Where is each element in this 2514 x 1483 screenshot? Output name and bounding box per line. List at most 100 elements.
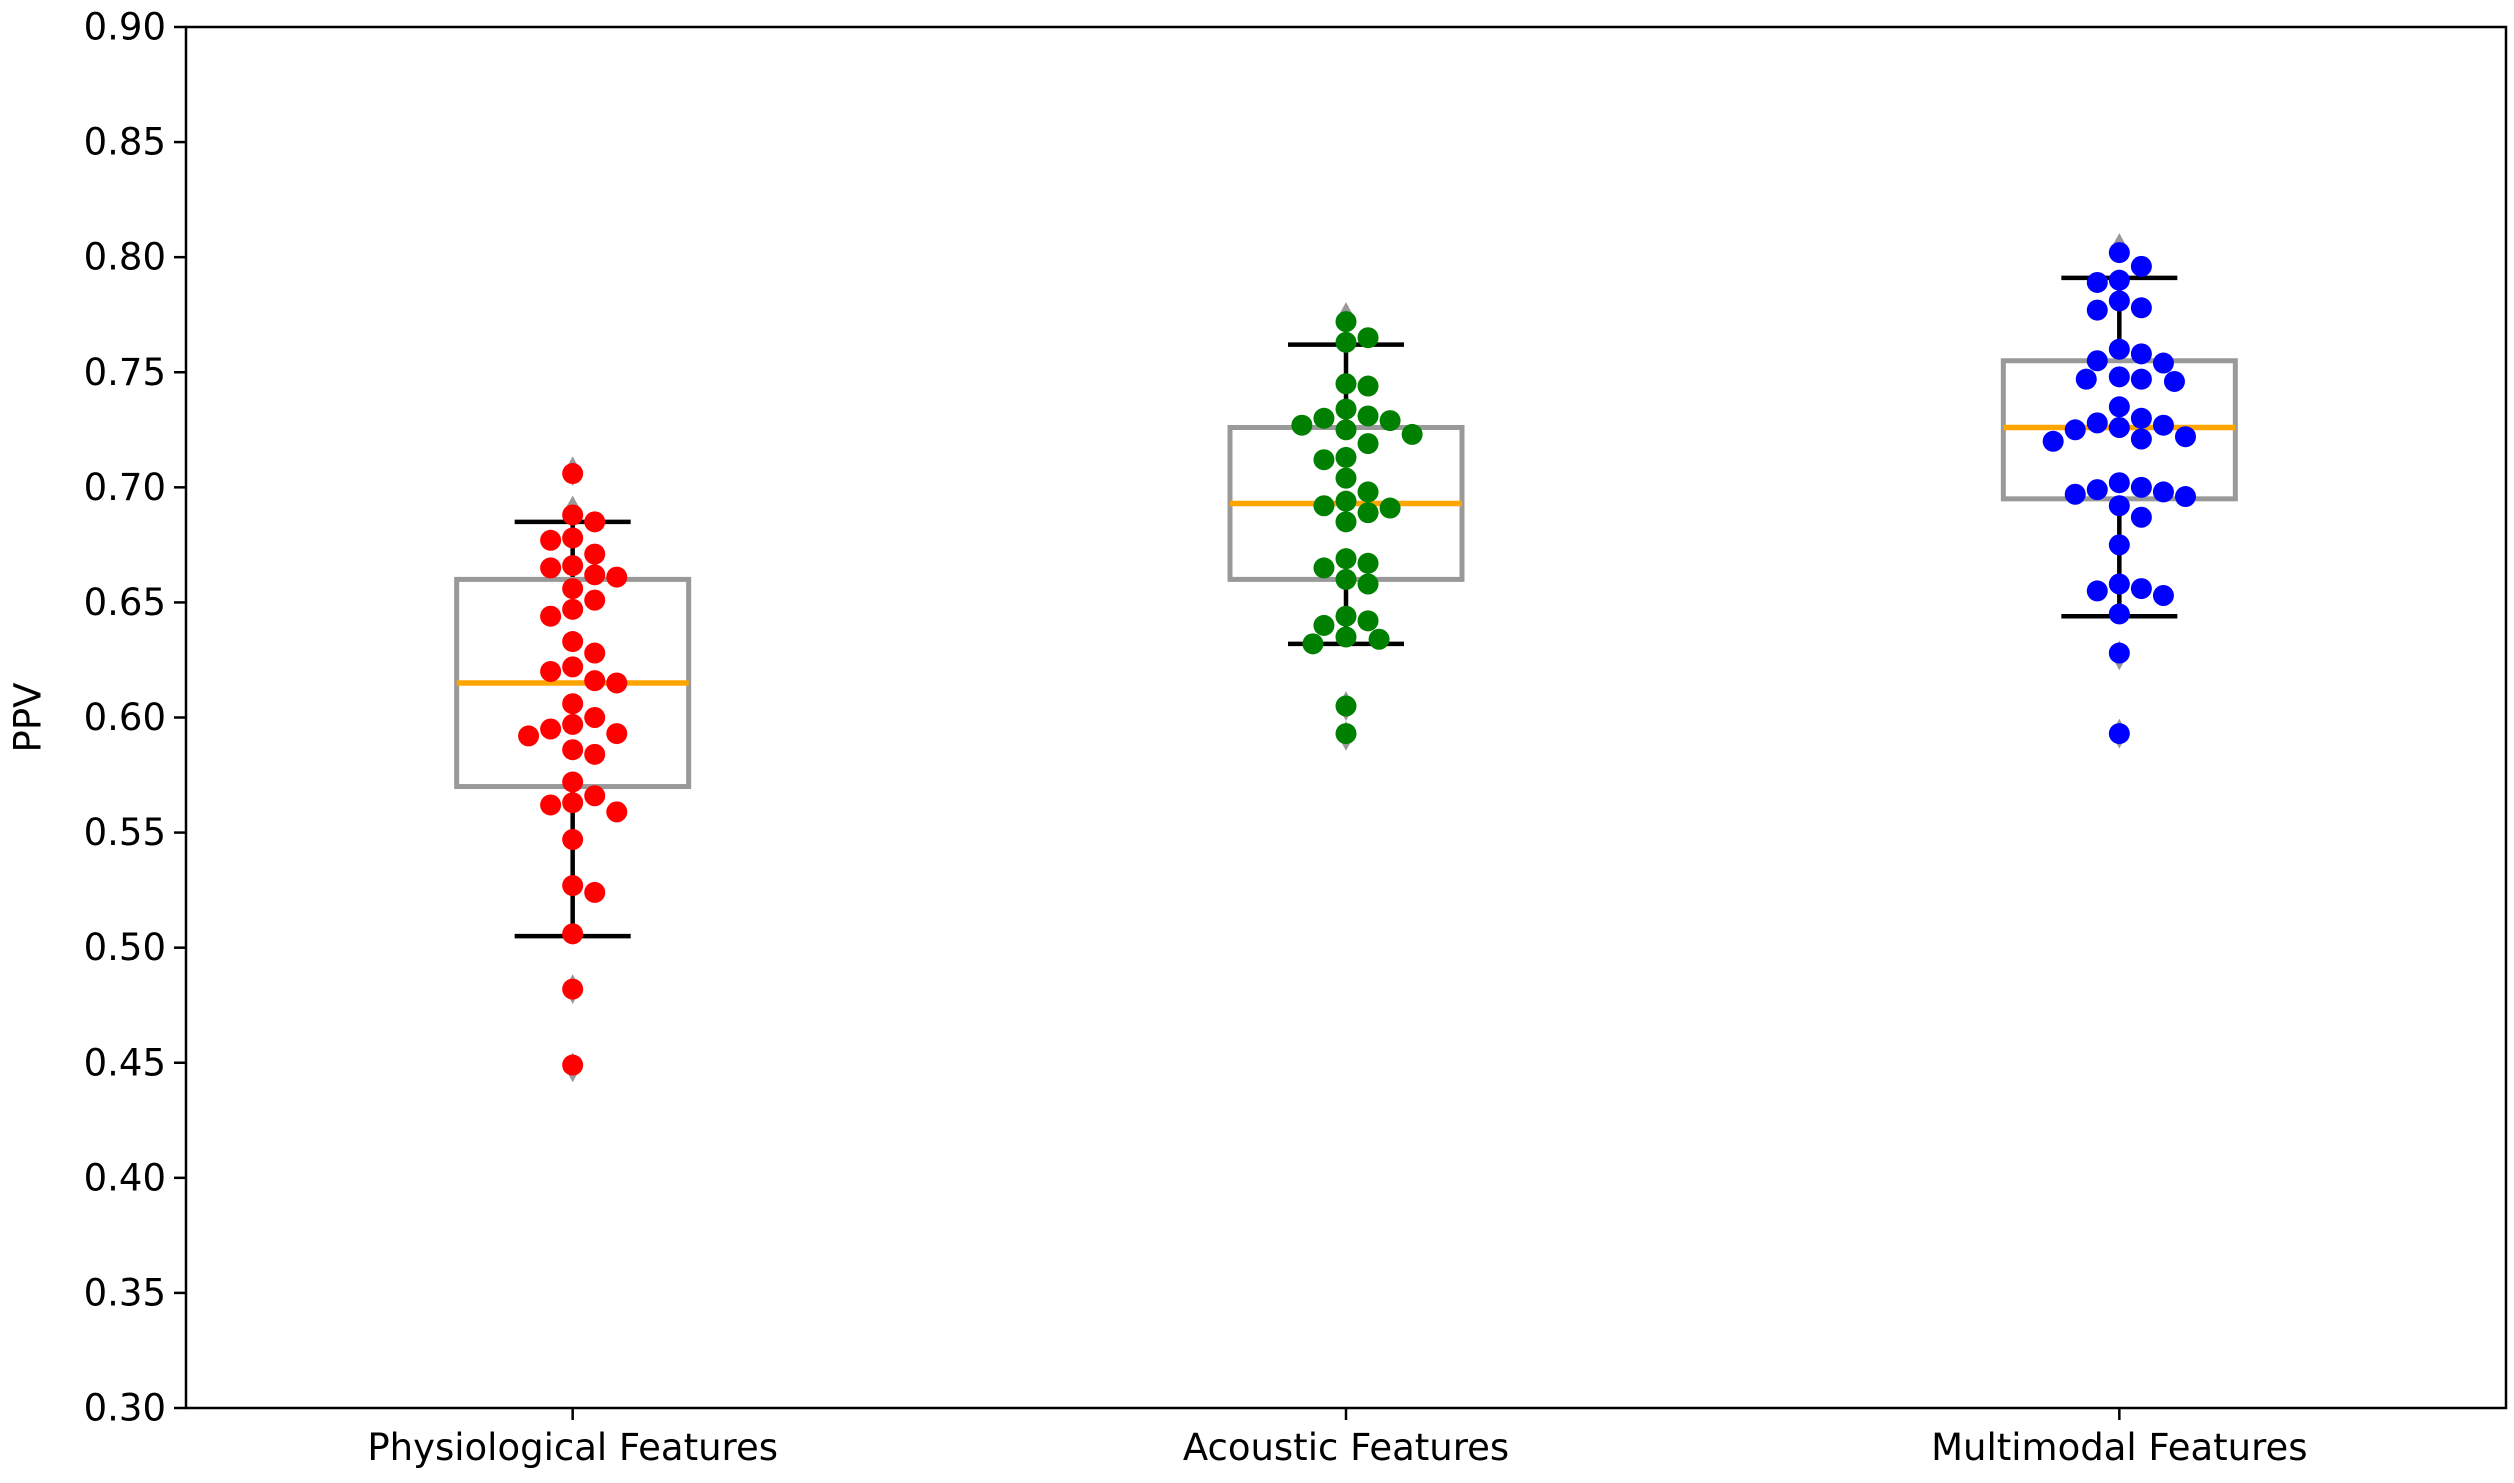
data-point: [2108, 290, 2130, 312]
data-point: [1335, 723, 1357, 745]
y-tick-label: 0.45: [84, 1041, 166, 1084]
data-point: [562, 631, 584, 653]
data-point: [562, 771, 584, 793]
data-point: [1357, 610, 1379, 632]
data-point: [1335, 490, 1357, 512]
data-point: [1313, 557, 1335, 579]
data-point: [540, 529, 562, 551]
data-point: [1335, 467, 1357, 489]
data-point: [1302, 633, 1324, 655]
x-tick-label: Acoustic Features: [1183, 1426, 1509, 1469]
data-point: [562, 923, 584, 945]
y-tick-label: 0.55: [84, 811, 166, 854]
data-point: [2130, 578, 2152, 600]
data-point: [540, 718, 562, 740]
data-point: [1335, 568, 1357, 590]
data-point: [2086, 350, 2108, 372]
y-tick-label: 0.85: [84, 121, 166, 164]
data-point: [606, 723, 628, 745]
data-point: [2174, 486, 2196, 508]
data-point: [584, 564, 606, 586]
data-point: [562, 656, 584, 678]
data-point: [1368, 628, 1390, 650]
data-point: [584, 642, 606, 664]
y-tick-label: 0.65: [84, 581, 166, 624]
data-point: [584, 785, 606, 807]
data-point: [2108, 603, 2130, 625]
data-point: [1379, 410, 1401, 432]
data-point: [2130, 407, 2152, 429]
data-point: [1313, 407, 1335, 429]
data-point: [2108, 338, 2130, 360]
data-point: [584, 543, 606, 565]
data-point: [1313, 449, 1335, 471]
data-point: [2108, 534, 2130, 556]
y-tick-label: 0.90: [84, 6, 166, 49]
data-point: [562, 555, 584, 577]
y-tick-label: 0.75: [84, 351, 166, 394]
data-point: [2130, 428, 2152, 450]
data-point: [2086, 479, 2108, 501]
data-point: [1335, 511, 1357, 533]
data-point: [2174, 426, 2196, 448]
data-point: [1357, 433, 1379, 455]
data-point: [1335, 446, 1357, 468]
data-point: [562, 713, 584, 735]
data-point: [2086, 299, 2108, 321]
data-point: [562, 693, 584, 715]
data-point: [1357, 375, 1379, 397]
data-point: [562, 739, 584, 761]
data-point: [1313, 614, 1335, 636]
data-point: [2064, 419, 2086, 441]
data-point: [1335, 373, 1357, 395]
data-point: [562, 598, 584, 620]
data-point: [1335, 695, 1357, 717]
data-point: [2130, 506, 2152, 528]
data-point: [606, 566, 628, 588]
data-point: [2108, 573, 2130, 595]
data-point: [562, 792, 584, 814]
data-point: [2108, 472, 2130, 494]
data-point: [2108, 723, 2130, 745]
data-point: [1313, 495, 1335, 517]
data-point: [1335, 311, 1357, 333]
data-point: [2152, 481, 2174, 503]
data-point: [540, 605, 562, 627]
data-point: [1335, 605, 1357, 627]
data-point: [2042, 430, 2064, 452]
x-axis: Physiological Features Acoustic Features M…: [367, 1408, 2308, 1469]
y-axis-label: PPV: [7, 683, 50, 753]
data-point: [562, 527, 584, 549]
data-point: [2130, 255, 2152, 277]
data-point: [606, 672, 628, 694]
data-point: [2108, 242, 2130, 264]
data-point: [540, 557, 562, 579]
data-point: [2086, 271, 2108, 293]
data-point: [2163, 370, 2185, 392]
data-point: [2075, 368, 2097, 390]
data-point: [1357, 481, 1379, 503]
data-point: [2086, 412, 2108, 434]
points-layer: [518, 242, 2196, 1076]
y-tick-label: 0.40: [84, 1156, 166, 1199]
y-tick-label: 0.35: [84, 1271, 166, 1314]
data-point: [540, 660, 562, 682]
y-tick-label: 0.70: [84, 466, 166, 509]
data-point: [1335, 419, 1357, 441]
data-point: [2108, 416, 2130, 438]
data-point: [562, 504, 584, 526]
y-axis: 0.30 0.35 0.40 0.45 0.50 0.55 0.60 0.65 0.70 0.75…: [84, 6, 186, 1430]
data-point: [2108, 366, 2130, 388]
data-point: [2130, 343, 2152, 365]
data-point: [2086, 580, 2108, 602]
data-point: [584, 881, 606, 903]
data-point: [2108, 396, 2130, 418]
data-point: [562, 1054, 584, 1076]
data-point: [1335, 331, 1357, 353]
data-point: [1357, 405, 1379, 427]
data-point: [2152, 585, 2174, 607]
data-point: [2108, 642, 2130, 664]
data-point: [1357, 573, 1379, 595]
data-point: [540, 794, 562, 816]
data-point: [2108, 269, 2130, 291]
